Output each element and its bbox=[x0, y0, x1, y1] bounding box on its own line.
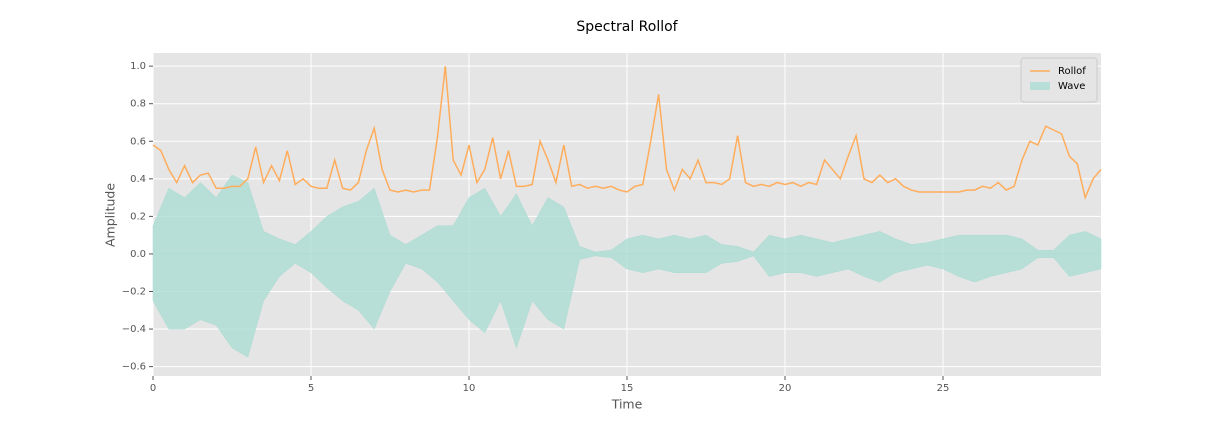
legend-label: Rollof bbox=[1058, 66, 1086, 77]
y-tick-label: 0.6 bbox=[130, 136, 146, 147]
rollof-line bbox=[152, 66, 1102, 201]
legend-swatch bbox=[1030, 82, 1050, 90]
legend-box bbox=[1020, 57, 1098, 103]
y-tick-label: −0.2 bbox=[122, 286, 146, 297]
y-tick-label: 0.4 bbox=[130, 174, 146, 185]
chart-title: Spectral Rollof bbox=[576, 19, 678, 35]
y-tick-label: −0.4 bbox=[122, 324, 146, 335]
legend-label: Wave bbox=[1058, 81, 1085, 92]
x-tick-label: 0 bbox=[150, 383, 156, 394]
y-tick-label: 1.0 bbox=[130, 61, 146, 72]
y-tick-label: 0.2 bbox=[130, 211, 146, 222]
y-tick-label: −0.6 bbox=[122, 362, 146, 373]
grid bbox=[152, 53, 1101, 376]
x-tick-label: 5 bbox=[308, 383, 314, 394]
x-tick-label: 25 bbox=[937, 383, 950, 394]
wave-area bbox=[152, 174, 1102, 255]
x-tick-label: 10 bbox=[463, 383, 476, 394]
x-axis-label: Time bbox=[611, 397, 643, 412]
y-axis-label: Amplitude bbox=[103, 183, 118, 247]
wave-area bbox=[152, 253, 1102, 358]
y-tick-label: 0.8 bbox=[130, 99, 146, 110]
x-tick-label: 15 bbox=[621, 383, 634, 394]
x-tick-label: 20 bbox=[779, 383, 792, 394]
legend: Rollof Wave bbox=[1020, 57, 1098, 103]
y-tick-label: 0.0 bbox=[130, 249, 146, 260]
marks bbox=[152, 66, 1102, 358]
